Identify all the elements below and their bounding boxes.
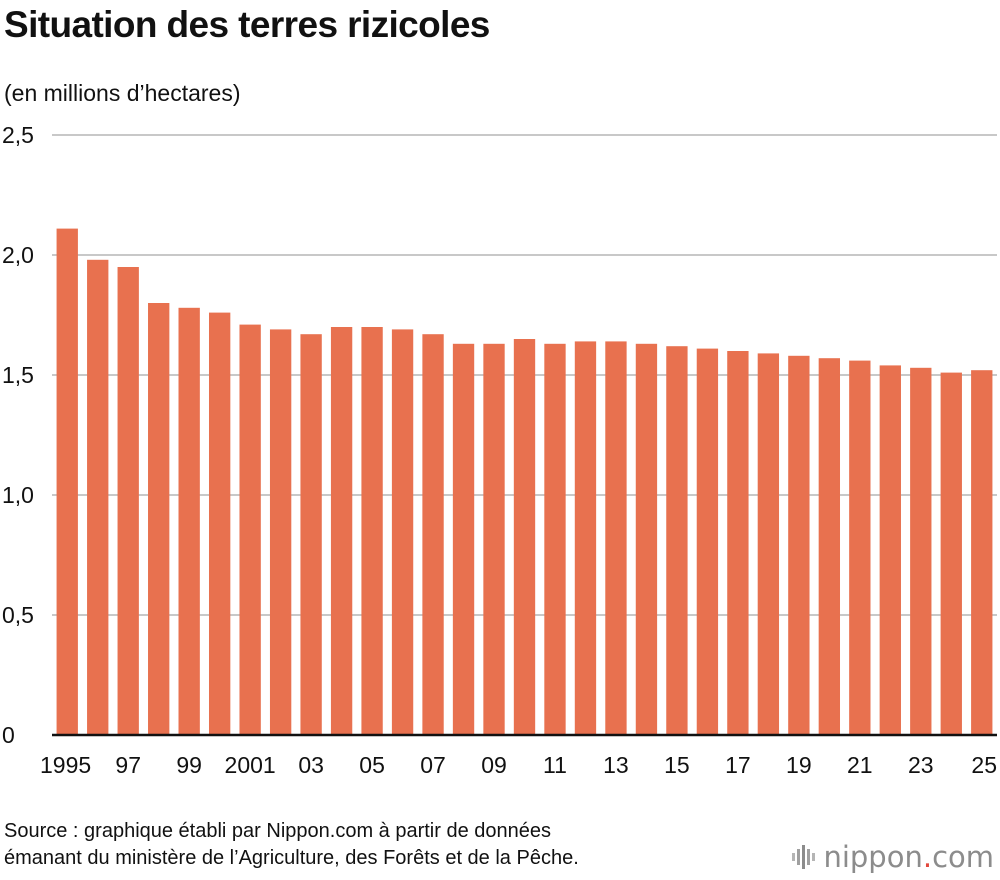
x-tick-label: 17 [725,752,751,778]
x-tick-label: 09 [481,752,507,778]
bar [696,348,719,735]
bar [940,372,962,735]
y-tick-label: 0 [2,722,15,748]
brand-logo: nippon. com [791,840,994,874]
x-tick-label: 13 [603,752,629,778]
x-tick-label: 05 [359,752,385,778]
y-tick-label: 2,5 [2,122,34,148]
bar [513,339,536,735]
y-tick-label: 1,5 [2,362,34,388]
x-tick-label: 1995 [40,752,91,778]
y-tick-label: 2,0 [2,242,34,268]
bar [727,351,749,735]
x-tick-label: 2001 [225,752,276,778]
x-tick-label: 07 [420,752,446,778]
x-tick-label: 23 [908,752,934,778]
bar [818,358,841,735]
bar [483,343,505,735]
source-note: Source : graphique établi par Nippon.com… [4,818,744,872]
bar [971,370,993,735]
brand-name: nippon [823,840,923,874]
x-tick-label: 21 [847,752,873,778]
bar [757,353,780,735]
bar [330,327,353,735]
bar [148,303,170,735]
bars [56,228,993,735]
chart-title: Situation des terres rizicoles [4,4,490,45]
bar [269,329,292,735]
x-tick-labels: 1995 97 99 2001 03 05 07 09 11 13 15 17 19 21 23 25 [40,752,997,778]
nippon-bars-logo-icon [791,845,817,869]
brand-tld: com [932,840,994,874]
bar [300,334,322,735]
bar [605,341,627,735]
bar [635,343,658,735]
y-tick-label: 1,0 [2,482,34,508]
bar [87,259,109,735]
bar [849,360,871,735]
x-tick-label: 11 [543,752,567,778]
bar [391,329,414,735]
x-tick-label: 25 [971,752,997,778]
bar [208,312,231,735]
bar [117,267,139,735]
bar [361,327,383,735]
x-tick-label: 03 [298,752,324,778]
bar [574,341,597,735]
y-tick-label: 0,5 [2,602,34,628]
bar [452,343,475,735]
unit-label: (en millions d’hectares) [4,80,241,106]
bar [910,367,932,735]
x-tick-label: 97 [115,752,141,778]
bar [178,307,200,735]
bar [879,365,901,735]
bar [422,334,444,735]
x-tick-label: 19 [786,752,812,778]
bar [788,355,810,735]
source-line-2: émanant du ministère de l’Agriculture, d… [4,847,579,869]
brand-dot: . [922,840,933,874]
y-tick-labels: 0 0,5 1,0 1,5 2,0 2,5 [2,122,34,748]
source-line-1: Source : graphique établi par Nippon.com… [4,820,552,842]
bar [56,228,78,735]
x-tick-label: 99 [176,752,202,778]
bar [239,324,261,735]
bar [666,346,688,735]
bar [544,343,566,735]
x-tick-label: 15 [664,752,690,778]
